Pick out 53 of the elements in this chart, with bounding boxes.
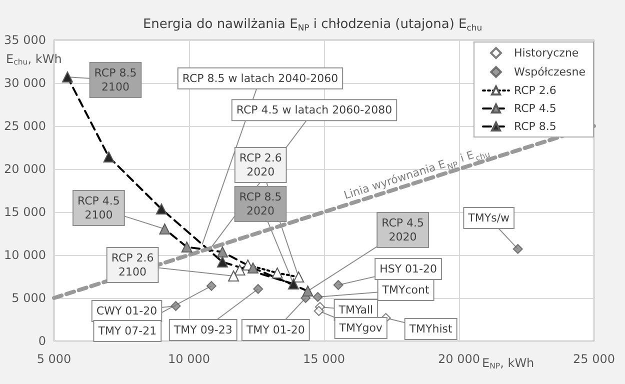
y-tick-label: 25 000 — [4, 119, 46, 133]
y-tick-label: 20 000 — [4, 162, 46, 176]
y-tick-label: 0 — [38, 334, 46, 348]
point — [206, 280, 216, 291]
annotation: RCP 8.5 w latach 2040-2060 — [182, 72, 338, 85]
annotation: TMYcont — [381, 283, 430, 296]
point — [333, 280, 344, 290]
point — [288, 278, 299, 290]
point — [247, 262, 258, 274]
annotation: RCP 4.5 2100 — [77, 194, 120, 222]
point — [170, 301, 181, 311]
point — [181, 242, 192, 252]
point — [512, 244, 523, 254]
legend-label: RCP 2.6 — [514, 84, 556, 97]
legend-label: RCP 4.5 — [514, 102, 556, 115]
annotation: RCP 8.5 2020 — [239, 190, 282, 218]
annotation: TMY 09-23 — [172, 323, 232, 336]
point — [103, 151, 114, 162]
annotation: TMY 07-21 — [97, 324, 157, 338]
point — [159, 224, 170, 235]
x-tick-label: 15 000 — [303, 352, 345, 366]
annotation: CWY 01-20 — [96, 304, 158, 318]
annotation: TMYall — [338, 304, 374, 317]
y-tick-label: 5 000 — [12, 291, 46, 305]
x-tick-label: 20 000 — [438, 352, 480, 366]
point — [312, 292, 323, 302]
annotation: TMY 01-20 — [245, 324, 305, 336]
annotation: TMYs/w — [467, 211, 510, 224]
point — [156, 203, 167, 214]
point — [253, 284, 264, 294]
annotation: RCP 8.5 2100 — [94, 66, 137, 94]
x-tick-label: 25 000 — [573, 352, 615, 366]
annotation: RCP 2.6 2020 — [239, 152, 282, 179]
annotation: RCP 4.5 2020 — [382, 216, 424, 244]
y-tick-label: 30 000 — [4, 76, 46, 90]
legend-label: RCP 8.5 — [514, 120, 556, 133]
annotation: HSY 01-20 — [380, 262, 438, 276]
legend-label: Historyczne — [514, 46, 579, 60]
x-tick-label: 10 000 — [168, 352, 210, 366]
annotation: TMYhist — [408, 322, 454, 336]
x-tick-label: 5 000 — [36, 352, 72, 366]
point — [216, 256, 228, 268]
annotation: RCP 2.6 2100 — [111, 251, 154, 278]
point — [62, 71, 73, 82]
legend-label: Współczesne — [514, 66, 586, 78]
y-tick-label: 35 000 — [4, 33, 46, 47]
annotation: RCP 4.5 w latach 2060-2080 — [236, 104, 392, 117]
annotation: TMYgov — [338, 321, 383, 334]
y-tick-label: 10 000 — [4, 248, 46, 262]
point — [302, 286, 314, 297]
point — [314, 306, 324, 316]
point — [216, 246, 228, 258]
y-tick-label: 15 000 — [4, 205, 46, 219]
